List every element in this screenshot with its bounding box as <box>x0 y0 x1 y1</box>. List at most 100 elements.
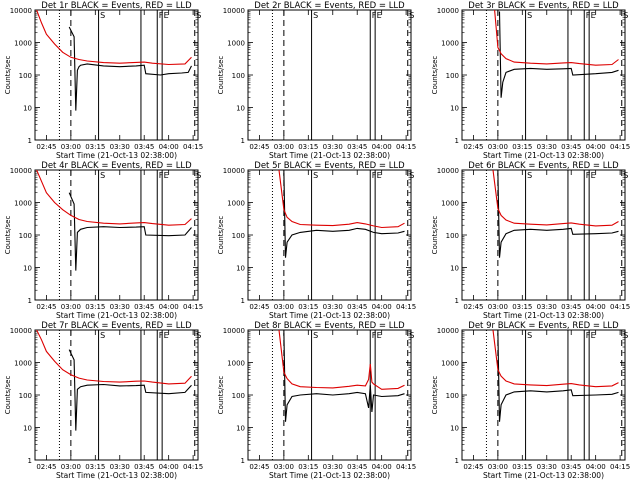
y-tick-label: 100 <box>446 72 459 80</box>
x-tick-label: 02:45 <box>249 303 269 311</box>
x-tick-label: 03:15 <box>512 463 532 471</box>
x-tick-label: 03:45 <box>347 303 367 311</box>
y-axis-label: Counts/sec <box>4 376 12 415</box>
panel-title: Det 8r BLACK = Events, RED = LLD <box>254 321 405 331</box>
time-marker-label: S <box>100 171 105 180</box>
series-group <box>492 330 619 422</box>
time-marker-label: S <box>196 11 201 20</box>
x-tick-label: 03:45 <box>561 463 581 471</box>
x-tick-label: 03:30 <box>110 143 130 151</box>
x-tick-label: 03:45 <box>347 143 367 151</box>
time-marker-label: S <box>527 11 532 20</box>
x-tick-label: 03:00 <box>274 303 294 311</box>
time-marker-label: F <box>586 171 591 180</box>
time-marker-label: S <box>409 171 414 180</box>
time-marker-label: F <box>159 171 164 180</box>
panel-title: Det 1r BLACK = Events, RED = LLD <box>41 1 192 11</box>
y-tick-label: 10000 <box>437 327 459 335</box>
time-marker-label: S <box>313 171 318 180</box>
series-group <box>36 170 192 271</box>
y-axis-label: Counts/sec <box>431 376 439 415</box>
time-marker-label: E <box>377 331 382 340</box>
x-tick-label: 03:30 <box>323 303 343 311</box>
x-axis-label: Start Time (21-Oct-13 02:38:00) <box>483 311 604 320</box>
series-line-lld <box>492 170 619 227</box>
panel-title: Det 9r BLACK = Events, RED = LLD <box>468 321 619 331</box>
time-marker-label: S <box>196 331 201 340</box>
y-tick-label: 10000 <box>10 327 32 335</box>
x-tick-label: 03:45 <box>134 463 154 471</box>
time-marker-label: S <box>527 331 532 340</box>
x-tick-label: 03:00 <box>488 143 508 151</box>
y-tick-label: 1 <box>455 137 459 145</box>
y-tick-label: 1000 <box>14 40 32 48</box>
x-tick-label: 04:15 <box>610 143 630 151</box>
y-tick-label: 10 <box>23 425 32 433</box>
y-tick-label: 10000 <box>223 167 245 175</box>
x-tick-label: 03:00 <box>61 303 81 311</box>
time-marker-label: E <box>591 11 596 20</box>
time-marker-label: F <box>372 171 377 180</box>
panel-title: Det 7r BLACK = Events, RED = LLD <box>41 321 192 331</box>
y-axis-label: Counts/sec <box>431 56 439 95</box>
series-line-lld <box>278 170 405 229</box>
x-tick-label: 03:15 <box>298 303 318 311</box>
time-marker-label: E <box>377 171 382 180</box>
x-tick-label: 03:45 <box>561 303 581 311</box>
series-line-events <box>497 333 619 422</box>
x-tick-label: 04:00 <box>586 463 606 471</box>
x-tick-label: 03:45 <box>561 143 581 151</box>
y-tick-label: 1 <box>455 457 459 465</box>
time-marker-label: F <box>372 11 377 20</box>
time-marker-label: S <box>527 171 532 180</box>
time-marker-label: F <box>159 331 164 340</box>
time-marker-label: E <box>591 171 596 180</box>
x-tick-label: 03:30 <box>110 303 130 311</box>
plot-frame <box>461 169 626 301</box>
x-axis-label: Start Time (21-Oct-13 02:38:00) <box>56 151 177 160</box>
x-tick-label: 03:15 <box>85 143 105 151</box>
panel-title: Det 4r BLACK = Events, RED = LLD <box>41 161 192 171</box>
x-tick-label: 03:00 <box>61 463 81 471</box>
series-line-lld <box>36 170 192 226</box>
x-tick-label: 03:00 <box>488 303 508 311</box>
x-tick-label: 03:00 <box>274 143 294 151</box>
x-tick-label: 03:30 <box>537 143 557 151</box>
panel-title: Det 3r BLACK = Events, RED = LLD <box>468 1 619 11</box>
plot-frame <box>34 9 199 141</box>
y-tick-label: 10 <box>236 265 245 273</box>
series-group <box>278 330 405 422</box>
time-marker-label: E <box>591 331 596 340</box>
detector-panel: Det 3r BLACK = Events, RED = LLD 1 10 100 10… <box>431 1 630 160</box>
time-marker-label: S <box>100 331 105 340</box>
x-tick-label: 04:15 <box>183 463 203 471</box>
y-tick-label: 100 <box>19 72 32 80</box>
y-tick-label: 1000 <box>227 40 245 48</box>
y-tick-label: 1000 <box>441 200 459 208</box>
y-tick-label: 1 <box>241 297 245 305</box>
y-axis-label: Counts/sec <box>217 56 225 95</box>
time-marker-label: S <box>409 11 414 20</box>
time-marker-label: S <box>100 11 105 20</box>
panel-title: Det 2r BLACK = Events, RED = LLD <box>254 1 405 11</box>
x-tick-label: 03:00 <box>274 463 294 471</box>
x-tick-label: 04:00 <box>159 303 179 311</box>
x-tick-label: 02:45 <box>36 143 56 151</box>
detector-panel: Det 4r BLACK = Events, RED = LLD 1 10 100 10… <box>4 161 203 320</box>
time-marker-label: F <box>159 11 164 20</box>
series-group <box>494 10 619 98</box>
y-tick-label: 10000 <box>437 167 459 175</box>
panel-title: Det 6r BLACK = Events, RED = LLD <box>468 161 619 171</box>
x-tick-label: 04:00 <box>372 463 392 471</box>
x-tick-label: 04:00 <box>586 143 606 151</box>
y-tick-label: 100 <box>446 232 459 240</box>
y-tick-label: 10 <box>23 265 32 273</box>
detector-panel: Det 9r BLACK = Events, RED = LLD 1 10 100 10… <box>431 321 630 480</box>
x-tick-label: 04:00 <box>586 303 606 311</box>
time-marker-label: S <box>313 11 318 20</box>
y-tick-label: 10 <box>236 425 245 433</box>
series-group <box>278 170 405 258</box>
x-tick-label: 03:00 <box>61 143 81 151</box>
x-tick-label: 04:15 <box>610 463 630 471</box>
